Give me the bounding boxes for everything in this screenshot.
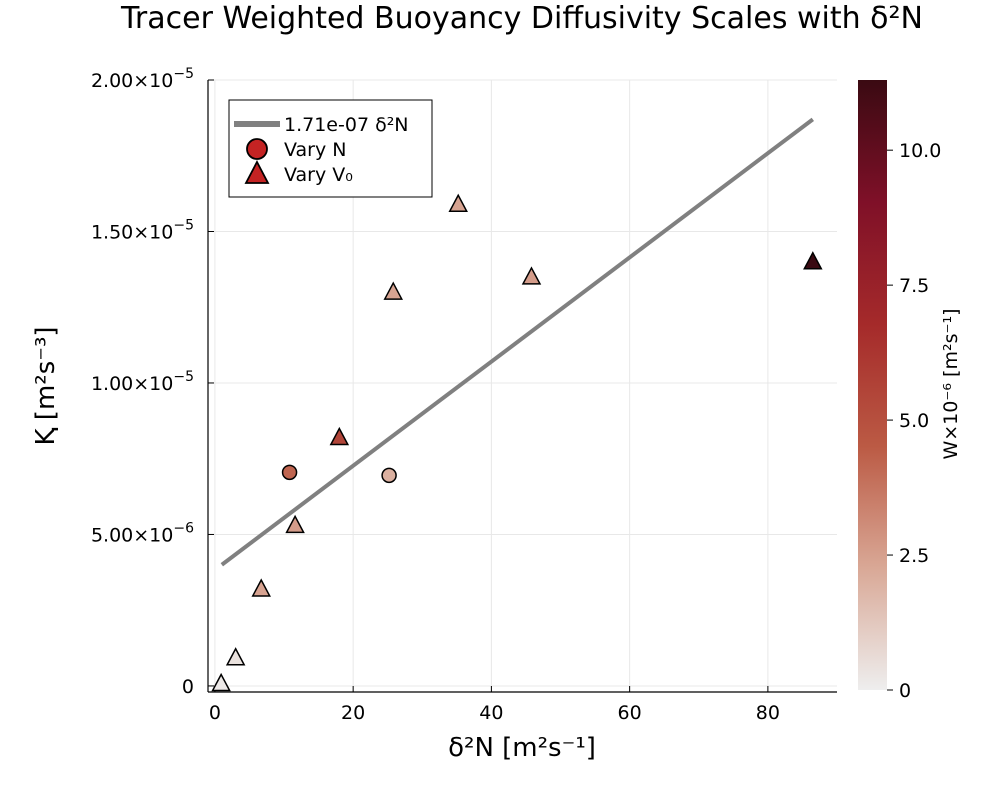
y-tick-label: 1.50×10−5: [91, 217, 194, 243]
x-tick-label: 60: [618, 702, 642, 724]
vary-n-point: [381, 467, 397, 484]
y-tick-label: 2.00×10−5: [91, 66, 194, 92]
y-tick-label: 5.00×10−6: [91, 520, 194, 546]
colorbar-tick-label: 0: [899, 680, 911, 702]
y-tick-exponent: −5: [173, 217, 194, 233]
legend-vary-v0-label: Vary V₀: [284, 164, 353, 186]
vary-v0-point: [383, 281, 403, 300]
y-axis-label: Ⱪ [m²s⁻³]: [31, 326, 61, 445]
colorbar-label: W×10⁻⁶ [m²s⁻¹]: [940, 308, 962, 459]
vary-v0-point: [251, 578, 271, 597]
grid: [208, 79, 837, 692]
data-markers: [211, 193, 823, 692]
legend-vary-n-marker: [246, 138, 268, 160]
x-tick-label: 80: [756, 702, 780, 724]
legend: 1.71e-07 δ²N Vary N Vary V₀: [228, 99, 433, 198]
vary-v0-point: [225, 647, 246, 666]
vary-n-point: [281, 464, 298, 481]
x-tick-label: 40: [479, 702, 503, 724]
vary-v0-point: [329, 426, 350, 446]
chart-title: Tracer Weighted Buoyancy Diffusivity Sca…: [120, 1, 923, 36]
legend-fit-line-label: 1.71e-07 δ²N: [284, 114, 409, 136]
colorbar-tick-label: 2.5: [899, 545, 929, 567]
colorbar-tick-label: 10.0: [899, 140, 941, 162]
vary-v0-point: [285, 514, 305, 534]
colorbar-tick-label: 7.5: [899, 275, 929, 297]
y-tick-label: 1.00×10−5: [91, 369, 194, 395]
plot-area: 0 20 40 60 80 0 5.00×10−6 1.00×10−5 1.50×10−5 2.…: [91, 66, 837, 724]
colorbar-ticks: 0 2.5 5.0 7.5 10.0: [887, 140, 941, 702]
colorbar-gradient: [858, 80, 887, 690]
y-tick-label: 0: [182, 676, 194, 698]
axes-frame: [207, 80, 837, 693]
y-axis-ticks: 0 5.00×10−6 1.00×10−5 1.50×10−5 2.00×10−5: [91, 66, 214, 698]
legend-vary-v0-marker: [244, 160, 270, 184]
legend-vary-n-label: Vary N: [284, 139, 346, 161]
colorbar-tick-label: 5.0: [899, 410, 929, 432]
vary-v0-point: [211, 672, 231, 692]
colorbar: 0 2.5 5.0 7.5 10.0 W×10⁻⁶ [m²s⁻¹]: [858, 80, 962, 702]
y-tick-exponent: −5: [173, 66, 194, 82]
vary-v0-point: [521, 266, 542, 285]
y-tick-exponent: −5: [173, 369, 194, 385]
vary-v0-point: [803, 251, 823, 270]
vary-v0-point: [448, 193, 468, 212]
y-tick-exponent: −6: [173, 520, 194, 536]
x-axis-label: δ²N [m²s⁻¹]: [448, 733, 596, 763]
fit-line: [220, 117, 815, 567]
x-tick-label: 0: [209, 702, 221, 724]
x-axis-ticks: 0 20 40 60 80: [209, 686, 780, 724]
x-tick-label: 20: [341, 702, 365, 724]
